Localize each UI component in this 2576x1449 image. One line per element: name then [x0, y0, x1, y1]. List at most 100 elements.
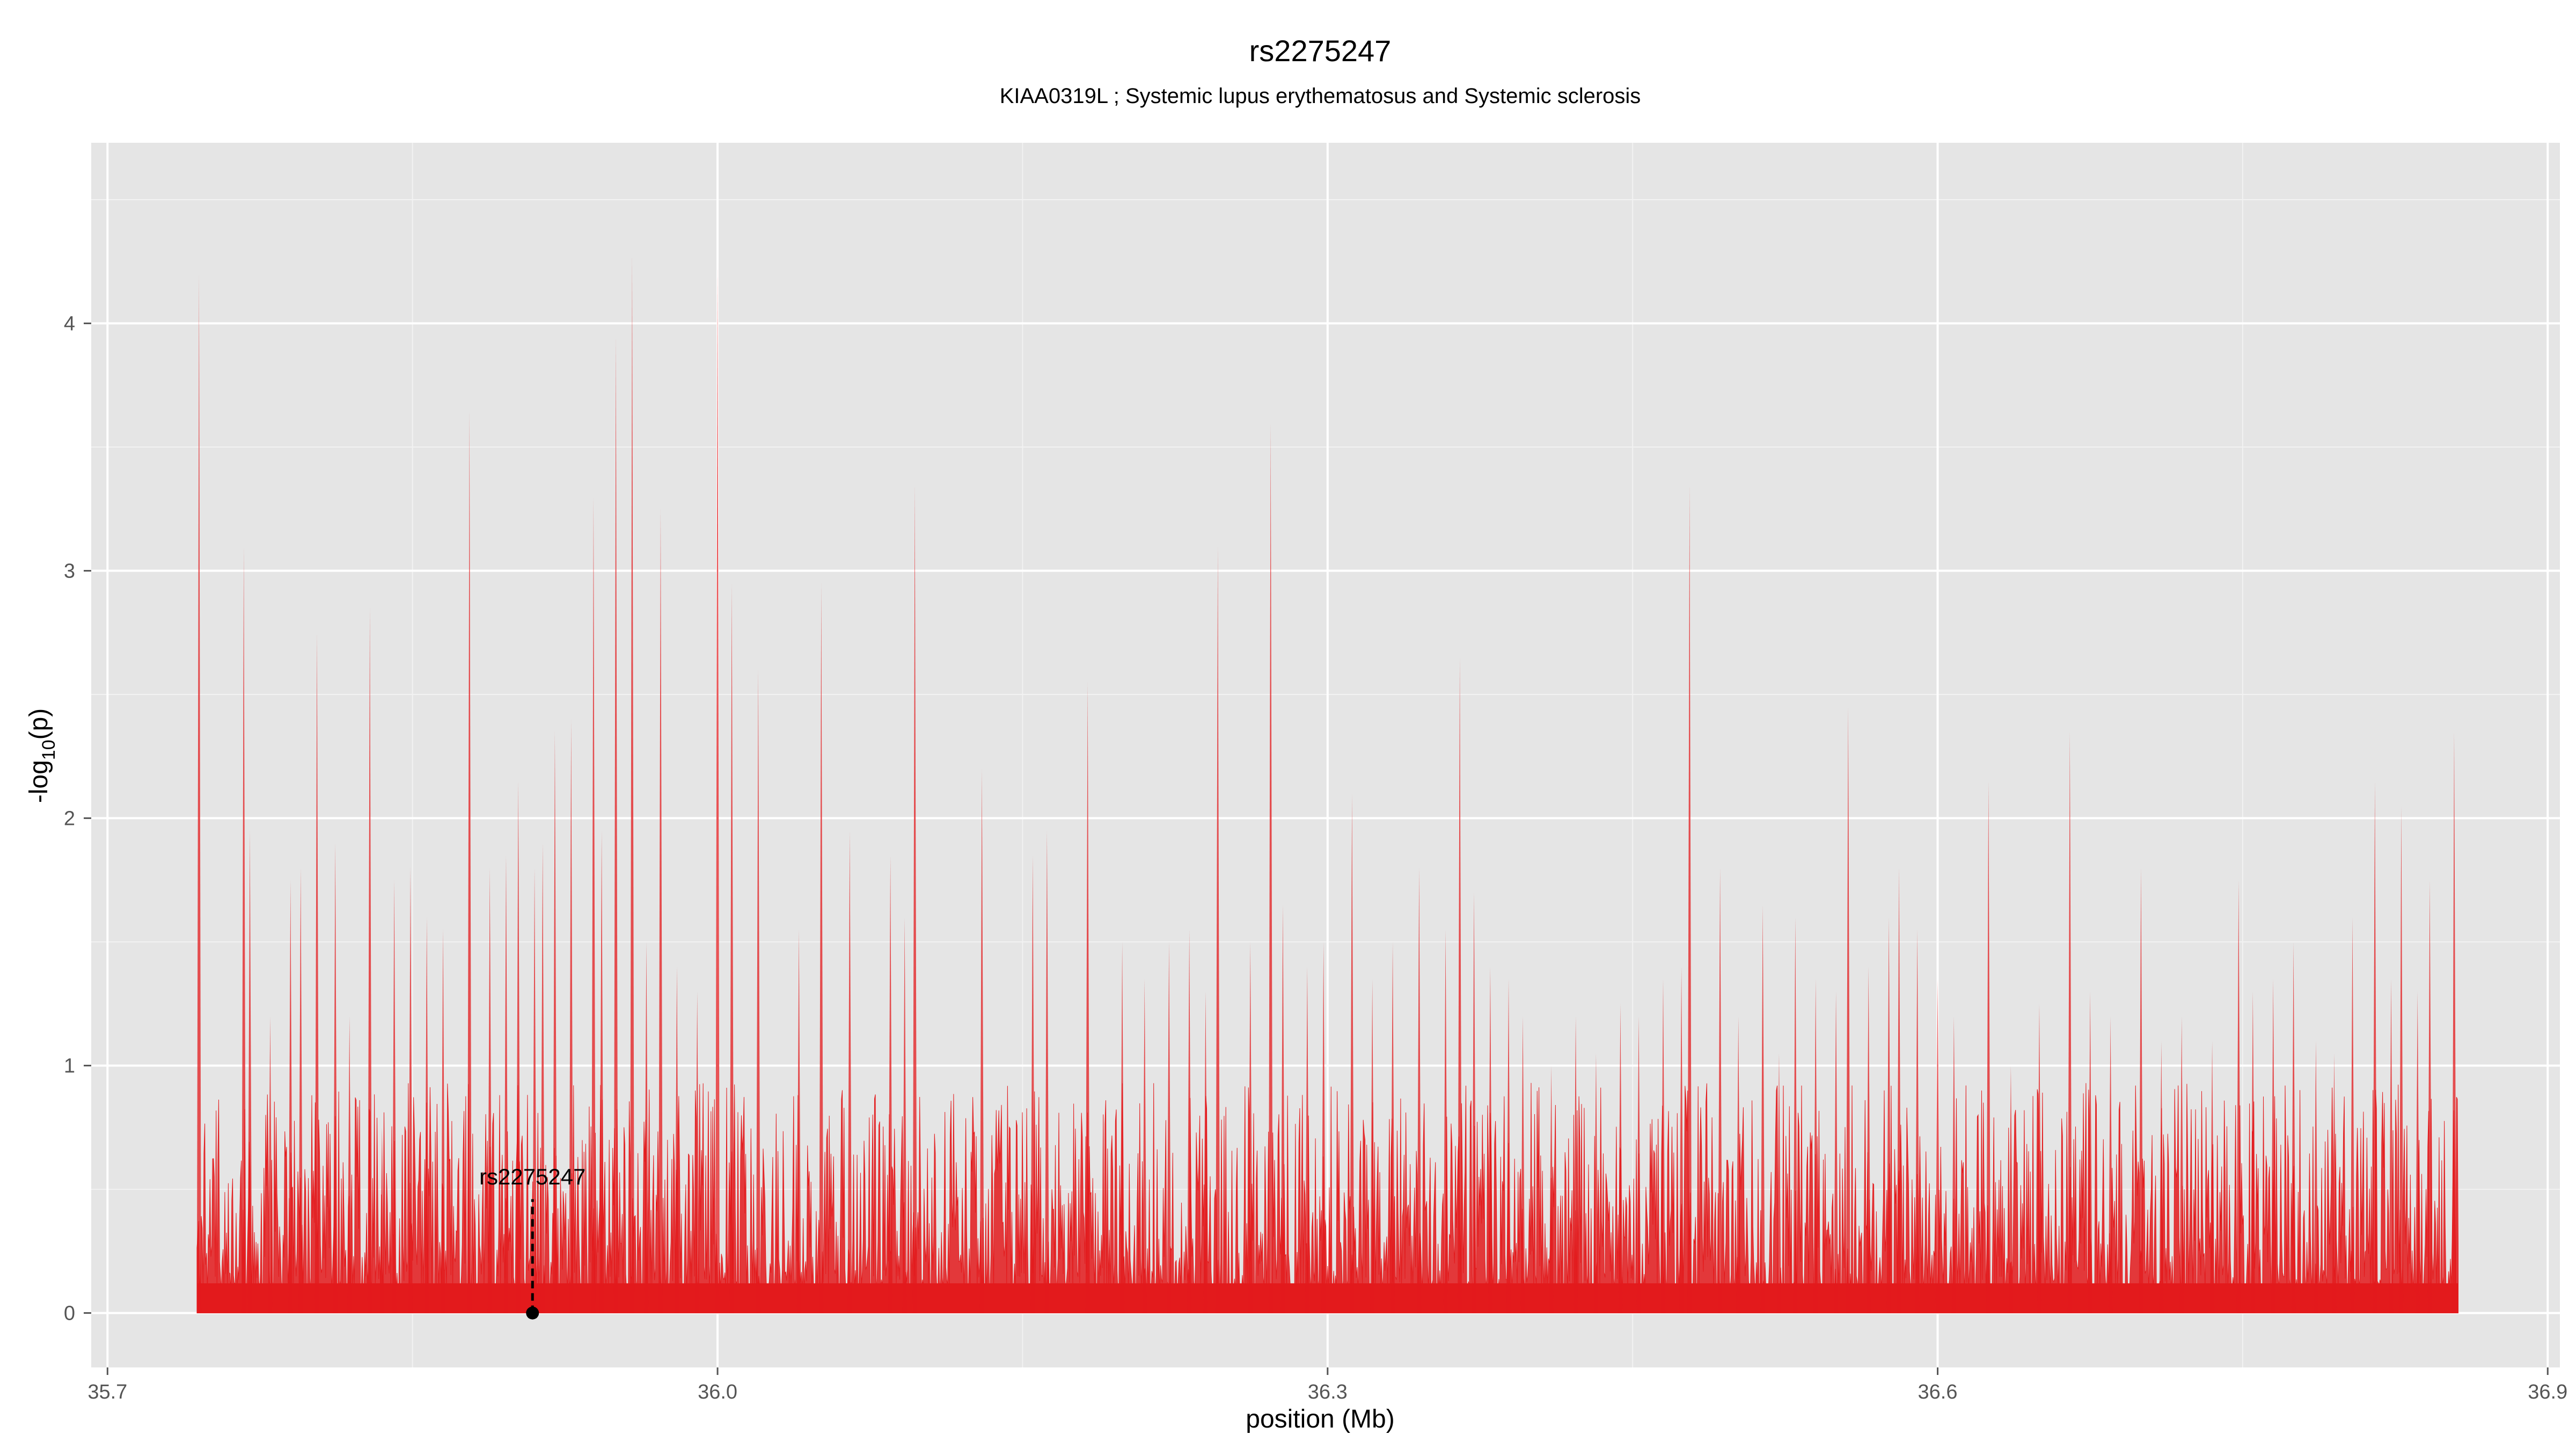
minor-gridlines: [91, 143, 2560, 1367]
data-peak: [516, 781, 521, 1313]
data-peak: [1813, 979, 1818, 1313]
data-peak: [1203, 991, 1208, 1313]
data-peak: [2067, 731, 2072, 1313]
y-axis-label-main: -log: [25, 760, 53, 803]
data-peak: [1187, 930, 1192, 1313]
data-peak: [1687, 484, 1692, 1313]
data-peak: [196, 274, 201, 1313]
data-peak: [2332, 1053, 2337, 1313]
data-peak: [2389, 979, 2394, 1313]
data-peak: [1305, 967, 1309, 1313]
data-peak: [268, 1016, 273, 1313]
data-peak: [1736, 1016, 1741, 1313]
data-peak: [912, 484, 917, 1313]
data-peak: [2373, 781, 2377, 1313]
data-peak: [2427, 880, 2432, 1313]
data-peak: [1506, 979, 1511, 1313]
data-peak: [658, 509, 663, 1313]
data-noise-area: [196, 1082, 2458, 1314]
data-peak: [1120, 942, 1125, 1313]
data-peak: [408, 867, 413, 1313]
data-peak: [1986, 781, 1991, 1313]
data-peak: [599, 830, 604, 1313]
chart-subtitle: KIAA0319L ; Systemic lupus erythematosus…: [1000, 84, 1641, 108]
data-peak: [591, 496, 596, 1313]
data-peak: [902, 917, 907, 1313]
data-peak: [1443, 930, 1448, 1313]
y-tick-label: 4: [64, 313, 75, 335]
data-peak: [2250, 991, 2255, 1313]
data-peak: [715, 261, 720, 1313]
x-tick-label: 36.3: [1308, 1381, 1348, 1403]
data-peak: [1915, 930, 1920, 1313]
data-peak: [1472, 892, 1476, 1313]
data-peak: [2008, 1065, 2013, 1313]
data-peak: [1636, 1016, 1641, 1313]
data-peak: [379, 1127, 384, 1313]
x-tick-label: 36.0: [698, 1381, 737, 1403]
data-peak: [2179, 1016, 2184, 1313]
data-peak: [2399, 806, 2404, 1313]
y-tick-label: 2: [64, 808, 75, 830]
data-peak: [2159, 1041, 2164, 1313]
x-tick-label: 36.9: [2528, 1381, 2567, 1403]
data-peak: [441, 930, 445, 1313]
data-peak: [333, 843, 338, 1313]
data-peak: [2350, 917, 2355, 1313]
data-peak: [2108, 1016, 2113, 1313]
data-peak: [467, 409, 472, 1313]
data-peak: [1776, 1053, 1781, 1313]
data-peak: [1142, 979, 1147, 1313]
data-peak: [1248, 942, 1253, 1313]
data-peak: [1660, 979, 1665, 1313]
data-peak: [1268, 422, 1273, 1313]
data-peak: [675, 967, 679, 1313]
data-peak: [569, 719, 574, 1313]
data-peak: [1044, 830, 1049, 1313]
data-peak: [630, 254, 634, 1313]
x-tick-label: 35.7: [87, 1381, 127, 1403]
data-peak: [1520, 1016, 1525, 1313]
data-peak: [2314, 1041, 2318, 1313]
data-peak: [644, 942, 649, 1313]
data-peak: [425, 917, 429, 1313]
data-peak: [2037, 1004, 2041, 1313]
data-peak: [613, 335, 618, 1313]
data-peak: [1793, 917, 1798, 1313]
data-peak: [392, 880, 397, 1313]
data-peak: [1280, 904, 1285, 1313]
data-peak: [729, 583, 734, 1313]
data-peak: [756, 669, 760, 1313]
data-peak: [1846, 707, 1850, 1313]
data-peak: [1417, 867, 1422, 1313]
data-peak: [247, 830, 252, 1313]
data-peak: [847, 830, 852, 1313]
data-peak: [796, 930, 801, 1313]
data-fill: [196, 1082, 2458, 1314]
data-peak: [1167, 942, 1172, 1313]
data-peak: [552, 731, 557, 1313]
data-peak: [487, 867, 492, 1313]
data-peak: [298, 867, 303, 1313]
data-peak: [540, 843, 545, 1313]
y-axis-ticks: 0 1 2 3 4: [64, 313, 91, 1325]
data-peak: [1593, 1053, 1598, 1313]
data-peak: [1679, 967, 1684, 1313]
y-tick-label: 1: [64, 1055, 75, 1078]
data-peak: [1718, 867, 1723, 1313]
data-peak: [1549, 1065, 1554, 1313]
chart-title: rs2275247: [1249, 34, 1392, 68]
data-peak: [1488, 967, 1492, 1313]
data-peak: [1030, 855, 1035, 1313]
data-peak: [1886, 917, 1891, 1313]
data-baseline-band: [197, 1283, 2458, 1313]
data-peak: [1935, 979, 1940, 1313]
data-peak: [1370, 979, 1375, 1313]
data-peak: [2451, 731, 2456, 1313]
data-peak: [314, 632, 319, 1313]
highlight-snp: rs2275247: [479, 1164, 586, 1320]
data-peak: [888, 855, 893, 1313]
data-peak: [1866, 967, 1871, 1313]
highlight-point: [526, 1306, 539, 1320]
